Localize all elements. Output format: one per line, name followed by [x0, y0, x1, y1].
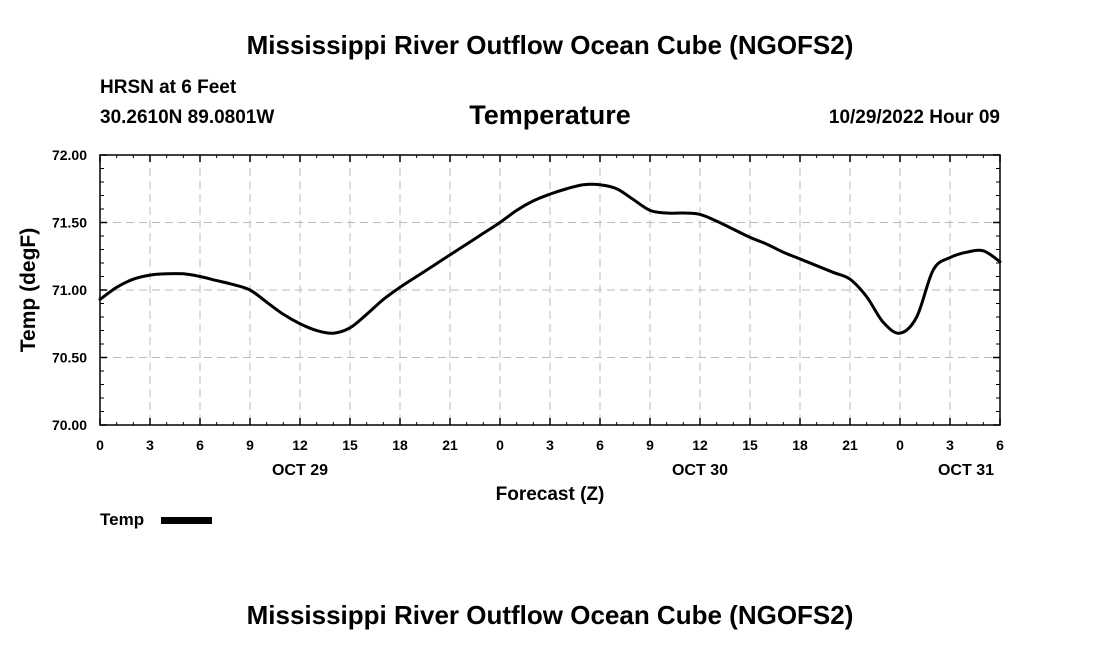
x-tick-label: 3	[146, 437, 154, 453]
station-label: HRSN at 6 Feet	[100, 77, 237, 98]
x-date-label: OCT 30	[672, 462, 728, 479]
main-title: Mississippi River Outflow Ocean Cube (NG…	[246, 30, 854, 60]
y-tick-label: 72.00	[52, 147, 87, 163]
station-coordinates: 30.2610N 89.0801W	[100, 107, 275, 128]
temperature-chart: 0 3 6 9 12 15 18 21 0 3 6 9 12 15 18 21 0 3 6 70.00 70.50 71.…	[17, 147, 1004, 505]
forecast-datetime: 10/29/2022 Hour 09	[828, 107, 1000, 128]
x-tick-label: 18	[792, 437, 808, 453]
y-tick-label: 71.50	[52, 215, 87, 231]
x-tick-label: 18	[392, 437, 408, 453]
legend-line-swatch	[161, 517, 212, 524]
y-tick-label: 70.00	[52, 417, 87, 433]
x-tick-label: 15	[742, 437, 758, 453]
y-axis-label: Temp (degF)	[17, 228, 40, 352]
y-tick-label: 71.00	[52, 282, 87, 298]
x-tick-label: 3	[946, 437, 954, 453]
x-tick-label: 0	[96, 437, 104, 453]
x-date-label: OCT 31	[938, 462, 994, 479]
y-tick-label: 70.50	[52, 350, 87, 366]
x-tick-label: 6	[596, 437, 604, 453]
chart-title: Temperature	[469, 100, 631, 130]
x-tick-label: 3	[546, 437, 554, 453]
axis-ticks: 0 3 6 9 12 15 18 21 0 3 6 9 12 15 18 21 0 3 6 70.00 70.50 71.…	[52, 147, 1004, 479]
temp-series-line	[98, 182, 1002, 335]
series-layer	[98, 182, 1002, 335]
x-date-label: OCT 29	[272, 462, 328, 479]
second-panel-title: Mississippi River Outflow Ocean Cube (NG…	[246, 600, 854, 630]
x-tick-label: 9	[646, 437, 654, 453]
x-tick-label: 21	[842, 437, 858, 453]
x-tick-label: 12	[292, 437, 308, 453]
x-tick-label: 6	[196, 437, 204, 453]
x-tick-label: 6	[996, 437, 1004, 453]
x-axis-label: Forecast (Z)	[496, 484, 605, 505]
x-tick-label: 15	[342, 437, 358, 453]
x-tick-label: 0	[496, 437, 504, 453]
legend-label: Temp	[100, 510, 145, 529]
x-tick-label: 0	[896, 437, 904, 453]
x-tick-label: 21	[442, 437, 458, 453]
x-tick-label: 12	[692, 437, 708, 453]
x-tick-label: 9	[246, 437, 254, 453]
